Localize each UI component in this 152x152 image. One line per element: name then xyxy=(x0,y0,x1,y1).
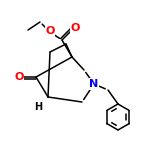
Text: N: N xyxy=(89,79,99,89)
Text: O: O xyxy=(14,72,24,82)
Text: H: H xyxy=(34,102,42,112)
Text: O: O xyxy=(45,26,55,36)
Text: O: O xyxy=(70,23,80,33)
